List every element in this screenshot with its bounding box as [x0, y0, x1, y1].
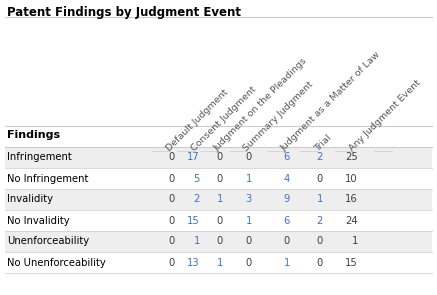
Text: Default Judgment: Default Judgment [165, 88, 230, 153]
Text: 0: 0 [317, 173, 323, 183]
Text: 13: 13 [187, 258, 200, 268]
Text: 0: 0 [169, 194, 175, 204]
Text: 0: 0 [246, 258, 252, 268]
Text: 0: 0 [246, 153, 252, 163]
Text: Infringement: Infringement [7, 153, 72, 163]
Text: 0: 0 [317, 258, 323, 268]
Text: 0: 0 [246, 237, 252, 247]
Text: 4: 4 [284, 173, 290, 183]
Text: 2: 2 [317, 216, 323, 225]
Bar [5, 189, 432, 210]
Text: 1: 1 [246, 216, 252, 225]
Text: 3: 3 [246, 194, 252, 204]
Text: 5: 5 [194, 173, 200, 183]
Text: 1: 1 [217, 194, 223, 204]
Text: 15: 15 [345, 258, 358, 268]
Text: 0: 0 [169, 153, 175, 163]
Text: 17: 17 [187, 153, 200, 163]
Text: 0: 0 [169, 258, 175, 268]
Text: 0: 0 [217, 216, 223, 225]
Bar [5, 168, 432, 189]
Bar [5, 231, 432, 252]
Text: No Unenforceability: No Unenforceability [7, 258, 106, 268]
Text: 6: 6 [284, 216, 290, 225]
Text: Invalidity: Invalidity [7, 194, 53, 204]
Text: Trial: Trial [312, 133, 333, 153]
Bar [5, 210, 432, 231]
Text: 0: 0 [217, 237, 223, 247]
Text: Findings: Findings [7, 130, 60, 140]
Text: 0: 0 [317, 237, 323, 247]
Text: 0: 0 [169, 237, 175, 247]
Text: 0: 0 [169, 173, 175, 183]
Text: Consent Judgment: Consent Judgment [190, 85, 258, 153]
Text: Unenforceability: Unenforceability [7, 237, 89, 247]
Text: 0: 0 [217, 153, 223, 163]
Text: 6: 6 [284, 153, 290, 163]
Text: 1: 1 [352, 237, 358, 247]
Text: 1: 1 [217, 258, 223, 268]
Text: No Infringement: No Infringement [7, 173, 88, 183]
Text: 0: 0 [284, 237, 290, 247]
Text: 9: 9 [284, 194, 290, 204]
Text: 15: 15 [187, 216, 200, 225]
Text: 2: 2 [194, 194, 200, 204]
Text: Judgment on the Pleadings: Judgment on the Pleadings [213, 56, 309, 153]
Text: Any Judgment Event: Any Judgment Event [348, 78, 423, 153]
Text: 0: 0 [169, 216, 175, 225]
Text: 1: 1 [284, 258, 290, 268]
Text: 24: 24 [345, 216, 358, 225]
Text: 16: 16 [345, 194, 358, 204]
Text: Summary Judgment: Summary Judgment [242, 80, 315, 153]
Text: No Invalidity: No Invalidity [7, 216, 69, 225]
Text: 1: 1 [246, 173, 252, 183]
Text: 1: 1 [194, 237, 200, 247]
Text: 0: 0 [217, 173, 223, 183]
Bar [5, 147, 432, 168]
Text: Patent Findings by Judgment Event: Patent Findings by Judgment Event [7, 6, 241, 19]
Text: 25: 25 [345, 153, 358, 163]
Bar [5, 252, 432, 273]
Text: 10: 10 [345, 173, 358, 183]
Text: 1: 1 [317, 194, 323, 204]
Text: Judgment as a Matter of Law: Judgment as a Matter of Law [280, 50, 383, 153]
Text: 2: 2 [317, 153, 323, 163]
